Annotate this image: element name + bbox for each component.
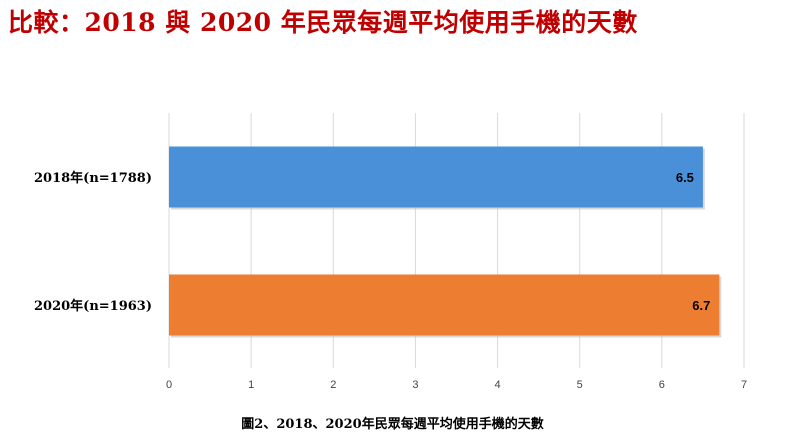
figure-caption: 圖2、2018、2020年民眾每週平均使用手機的天數 xyxy=(241,417,544,432)
chart-title: 比較：2018 與 2020 年民眾每週平均使用手機的天數 xyxy=(8,8,638,37)
data-label: 6.5 xyxy=(676,170,694,185)
x-tick-label: 4 xyxy=(495,379,501,391)
x-tick-label: 5 xyxy=(577,379,583,391)
x-tick-label: 1 xyxy=(248,379,254,391)
data-label: 6.7 xyxy=(692,298,710,313)
bar xyxy=(169,146,703,208)
bars xyxy=(169,146,722,338)
x-tick-label: 0 xyxy=(166,379,172,391)
x-tick-label: 2 xyxy=(330,379,336,391)
category-label: 2020年(n=1963) xyxy=(34,298,152,314)
x-tick-label: 6 xyxy=(659,379,665,391)
labels: 0 1 2 3 4 5 6 7 6.5 2018年(n=1788) 6.7 2020年(n=1963) xyxy=(34,170,747,391)
category-label: 2018年(n=1788) xyxy=(34,170,152,186)
x-tick-label: 7 xyxy=(741,379,747,391)
bar xyxy=(169,274,720,336)
x-tick-label: 3 xyxy=(412,379,418,391)
